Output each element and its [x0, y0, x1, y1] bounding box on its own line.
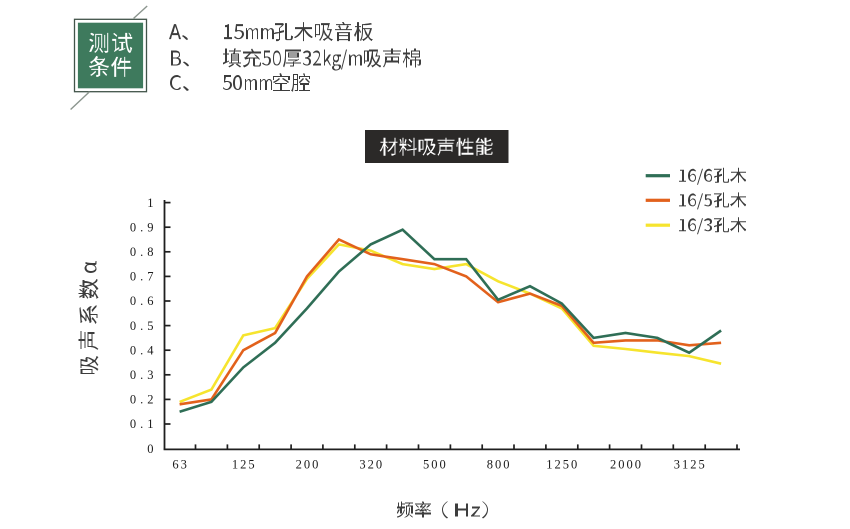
svg-text:0.7: 0.7	[130, 270, 158, 284]
svg-text:0.2: 0.2	[130, 393, 158, 407]
svg-text:125: 125	[232, 458, 257, 472]
svg-text:1250: 1250	[546, 458, 579, 472]
svg-text:800: 800	[487, 458, 512, 472]
svg-text:0: 0	[147, 442, 157, 456]
svg-text:0.8: 0.8	[130, 245, 158, 259]
svg-text:1: 1	[147, 196, 157, 210]
svg-text:0.3: 0.3	[130, 368, 158, 382]
svg-text:200: 200	[296, 458, 321, 472]
svg-text:0.1: 0.1	[130, 417, 158, 431]
svg-text:2000: 2000	[610, 458, 643, 472]
svg-text:63: 63	[172, 458, 189, 472]
svg-text:0.6: 0.6	[130, 294, 158, 308]
svg-text:0.5: 0.5	[130, 319, 158, 333]
svg-text:500: 500	[423, 458, 448, 472]
svg-text:0.9: 0.9	[130, 220, 158, 234]
svg-text:320: 320	[359, 458, 384, 472]
svg-text:0.4: 0.4	[130, 343, 158, 357]
svg-text:3125: 3125	[674, 458, 707, 472]
